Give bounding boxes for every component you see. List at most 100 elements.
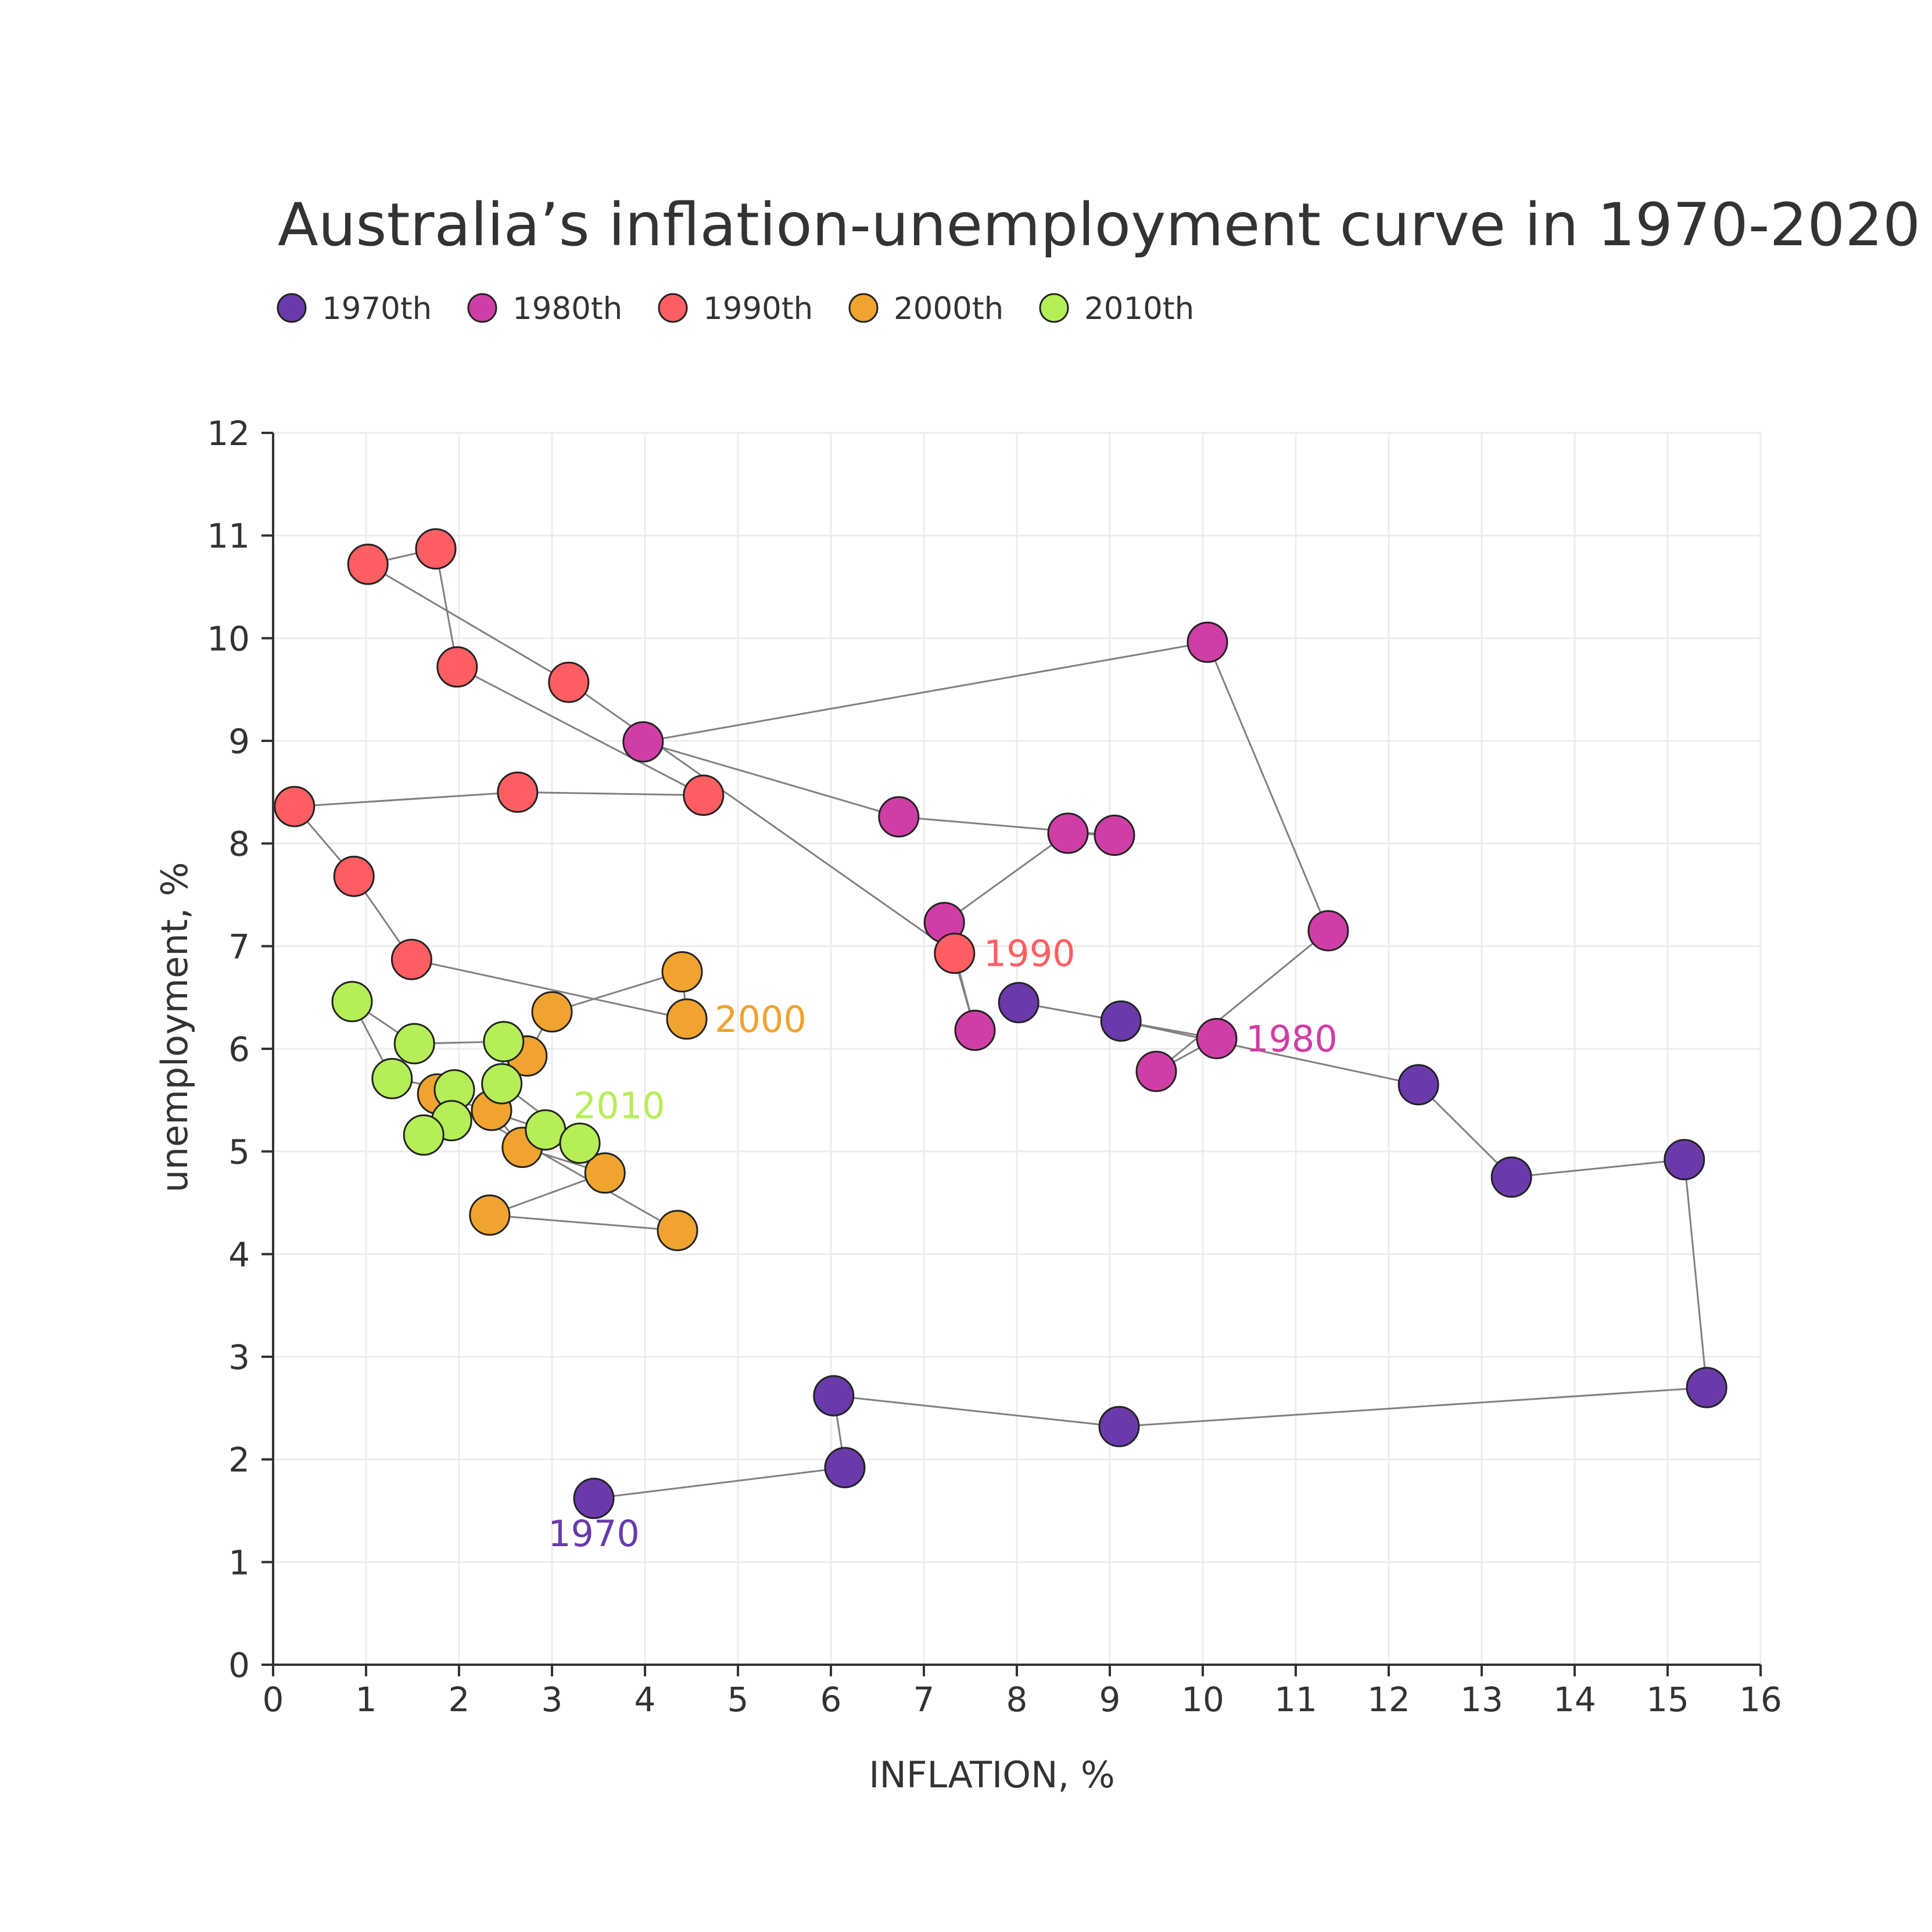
- data-point-2010th: [481, 1063, 523, 1105]
- y-tick-label: 3: [228, 1338, 250, 1377]
- data-point-1990th: [274, 786, 316, 827]
- data-point-1970th: [824, 1447, 866, 1489]
- annotation-1980: 1980: [1246, 1017, 1338, 1060]
- connector-segment: [367, 563, 569, 683]
- data-point-1980th: [954, 1009, 996, 1051]
- data-point-1970th: [573, 1478, 615, 1519]
- y-tick-label: 4: [228, 1235, 250, 1274]
- x-tick-label: 10: [1181, 1680, 1224, 1719]
- data-point-1990th: [333, 855, 375, 897]
- x-tick-label: 8: [1006, 1680, 1028, 1719]
- data-point-2000th: [661, 951, 703, 992]
- legend: 1970th 1980th 1990th 2000th 2010th: [277, 291, 1194, 327]
- legend-marker-1970th: [277, 293, 307, 323]
- annotation-1990: 1990: [984, 933, 1076, 975]
- connector-segment: [1156, 930, 1329, 1073]
- x-tick-label: 6: [820, 1680, 842, 1719]
- connector-segment: [489, 1214, 678, 1232]
- x-tick-label: 4: [635, 1680, 656, 1719]
- legend-marker-2010th: [1039, 293, 1069, 323]
- legend-marker-1990th: [658, 293, 688, 323]
- y-tick-label: 7: [228, 927, 250, 966]
- data-point-2000th: [531, 991, 573, 1033]
- data-point-2010th: [331, 981, 373, 1023]
- x-tick-label: 7: [913, 1680, 935, 1719]
- x-axis-label: INFLATION, %: [869, 1754, 1115, 1796]
- y-tick-label: 10: [207, 619, 250, 658]
- data-point-1990th: [683, 775, 725, 816]
- data-point-1980th: [1196, 1017, 1238, 1059]
- data-point-1990th: [436, 646, 478, 688]
- data-point-2010th: [483, 1021, 525, 1063]
- legend-marker-1980th: [467, 293, 497, 323]
- data-point-2000th: [657, 1210, 698, 1252]
- connector-segment: [944, 832, 1069, 923]
- legend-label-2010th: 2010th: [1084, 291, 1194, 327]
- data-point-1970th: [1664, 1139, 1705, 1181]
- x-tick-label: 3: [542, 1680, 563, 1719]
- x-tick-label: 2: [449, 1680, 470, 1719]
- y-tick-label: 6: [228, 1030, 250, 1069]
- y-tick-label: 8: [228, 825, 250, 864]
- connector-segment: [1418, 1084, 1512, 1178]
- connector-segment: [1119, 1386, 1707, 1428]
- y-tick-label: 9: [228, 722, 250, 761]
- connector-segment: [833, 1395, 1120, 1428]
- data-point-2000th: [469, 1194, 511, 1236]
- data-point-1980th: [1094, 815, 1135, 856]
- y-tick-label: 2: [228, 1440, 250, 1480]
- data-point-1990th: [390, 938, 432, 980]
- data-point-1970th: [1098, 1406, 1140, 1447]
- legend-label-2000th: 2000th: [894, 291, 1003, 327]
- x-tick-label: 0: [263, 1680, 284, 1719]
- annotation-2010: 2010: [573, 1085, 665, 1127]
- connector-segment: [517, 791, 704, 797]
- connector-segment: [551, 971, 683, 1013]
- data-point-2010th: [371, 1058, 413, 1099]
- legend-label-1970th: 1970th: [322, 291, 432, 327]
- data-point-1980th: [1307, 910, 1349, 952]
- data-point-1990th: [934, 933, 976, 974]
- legend-label-1980th: 1980th: [512, 291, 622, 327]
- data-point-2000th: [584, 1152, 626, 1194]
- x-tick-label: 15: [1646, 1680, 1689, 1719]
- data-point-1970th: [813, 1375, 855, 1417]
- data-point-1990th: [497, 771, 539, 813]
- y-tick-label: 5: [228, 1132, 250, 1172]
- data-point-1990th: [548, 661, 590, 703]
- data-point-1970th: [1686, 1367, 1727, 1408]
- connector-segment: [593, 1467, 845, 1500]
- connector-segment: [457, 666, 704, 796]
- x-tick-label: 11: [1274, 1680, 1317, 1719]
- y-tick-label: 0: [228, 1646, 250, 1685]
- data-points: [274, 528, 1727, 1519]
- data-point-1990th: [415, 528, 457, 570]
- x-tick-label: 16: [1739, 1680, 1782, 1719]
- y-tick-label: 12: [207, 414, 250, 453]
- connector-segment: [1683, 1159, 1708, 1388]
- y-tick-label: 1: [228, 1543, 250, 1582]
- data-point-1980th: [1135, 1051, 1177, 1092]
- x-tick-label: 14: [1553, 1680, 1596, 1719]
- data-point-1980th: [1047, 812, 1089, 854]
- connector-segment: [1511, 1159, 1684, 1178]
- x-tick-label: 9: [1099, 1680, 1121, 1719]
- data-point-1980th: [878, 796, 920, 838]
- y-tick-label: 11: [207, 517, 250, 556]
- chart-title: Australia’s inflation-unemployment curve…: [278, 191, 1920, 260]
- connector-segment: [294, 791, 518, 808]
- data-point-1990th: [347, 543, 389, 585]
- data-point-2010th: [559, 1123, 601, 1164]
- data-point-1970th: [1397, 1064, 1439, 1106]
- data-point-1970th: [1490, 1156, 1532, 1198]
- connector-segment: [643, 641, 1208, 743]
- data-point-1980th: [1187, 621, 1228, 663]
- connector-segment: [1206, 641, 1329, 931]
- legend-marker-2000th: [848, 293, 879, 323]
- annotations: 1970 1980 1990 2000 2010: [548, 933, 1338, 1555]
- annotation-2000: 2000: [715, 998, 807, 1041]
- data-point-1980th: [622, 721, 664, 763]
- x-tick-label: 13: [1460, 1680, 1503, 1719]
